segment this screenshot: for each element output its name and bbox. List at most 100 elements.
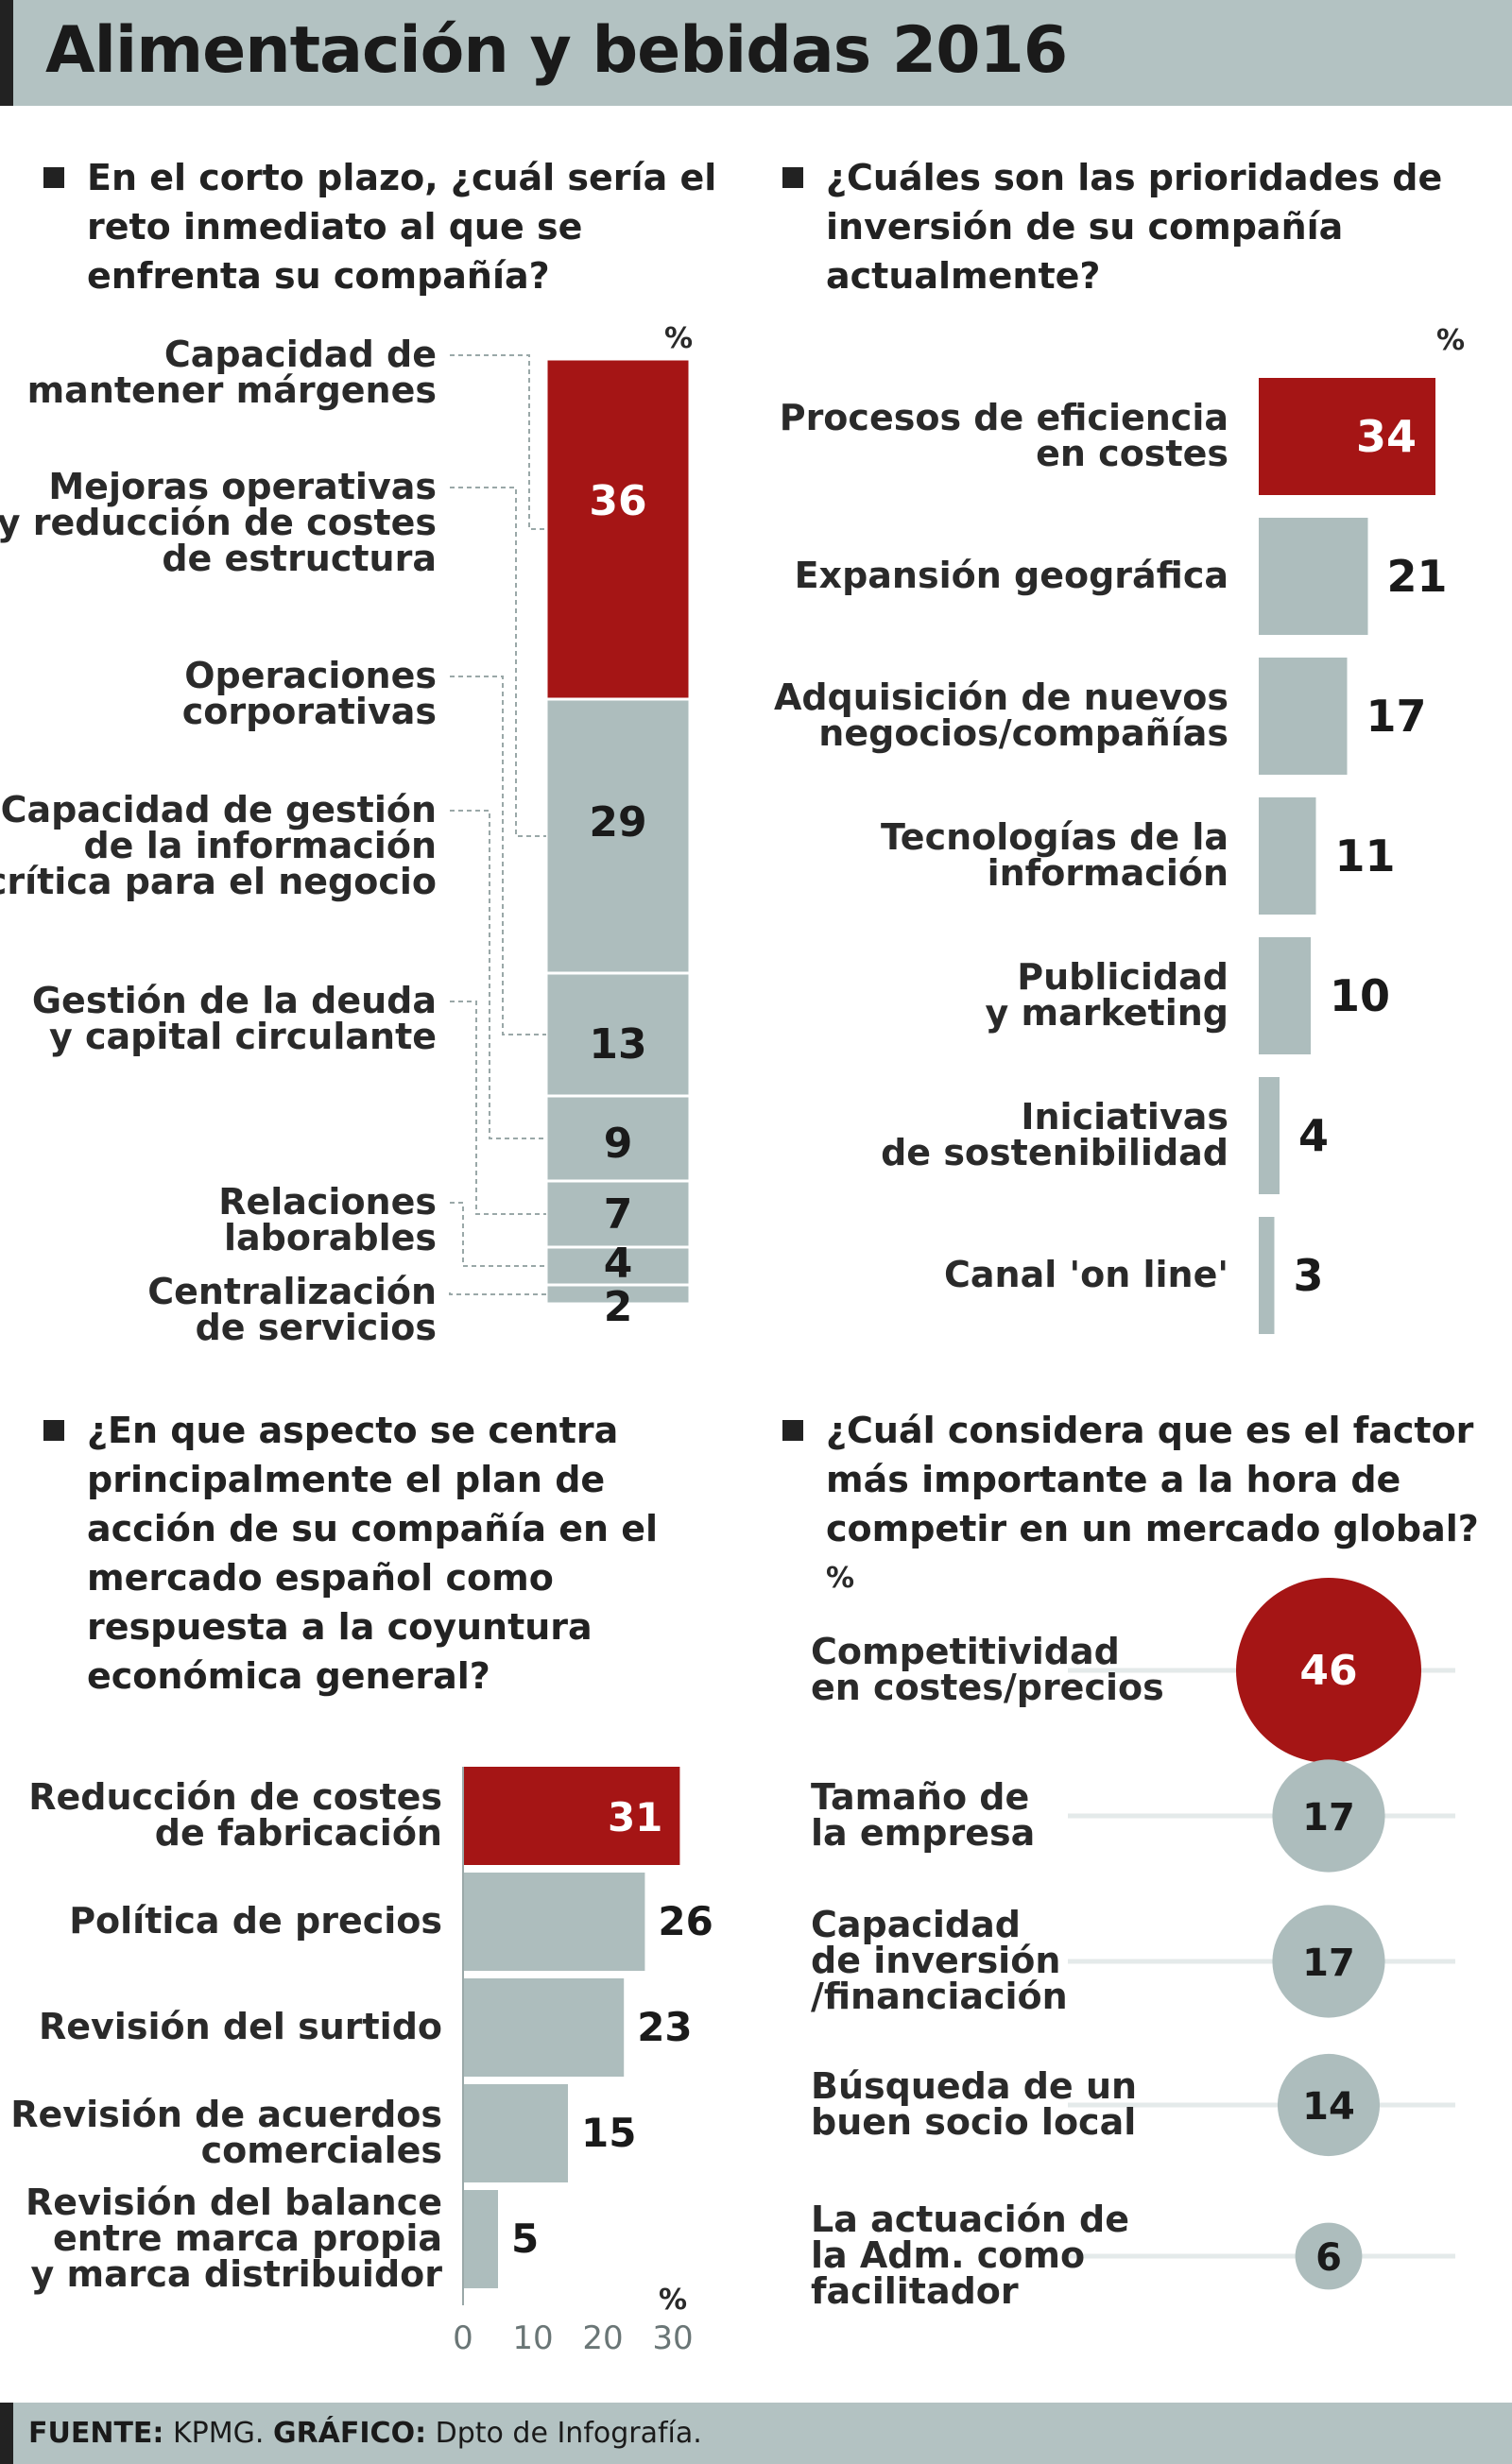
question-2: ¿Cuáles son las prioridades de inversión… (782, 153, 1487, 300)
question-3-text: ¿En que aspecto se centra principalmente… (87, 1410, 659, 1697)
value-label: 4 (604, 1240, 633, 1288)
bullet-square-icon (43, 167, 64, 188)
leader-line (450, 676, 546, 1035)
footer-source: FUENTE: KPMG. GRÁFICO: Dpto de Infografí… (0, 2403, 1512, 2464)
category-label: Política de precios (69, 1900, 442, 1942)
value-label: 9 (604, 1120, 633, 1168)
category-label: Operaciones corporativas (182, 655, 437, 732)
value-label: 11 (1335, 830, 1396, 881)
bar (1259, 518, 1368, 635)
value-label: 21 (1387, 551, 1448, 602)
bar (1259, 1077, 1280, 1194)
category-label: Canal 'on line' (944, 1254, 1228, 1295)
bar (463, 1873, 645, 1971)
value-label: 4 (1298, 1110, 1329, 1161)
chart-plan-accion: Reducción de costes de fabricación 31 Polít… (10, 1767, 713, 2357)
value-label: 5 (511, 2216, 539, 2262)
grafico-label: GRÁFICO: (272, 2417, 427, 2450)
bubble (1295, 2222, 1363, 2290)
bar (463, 2190, 498, 2288)
leader-line (450, 1001, 546, 1215)
bar (463, 1767, 680, 1865)
chart-prioridades-inversion: %Procesos de eficiencia en costes 34Expans… (774, 324, 1465, 1334)
unit-label: % (659, 2284, 687, 2317)
category-label: Publicidad y marketing (986, 956, 1228, 1034)
leader-line (449, 1292, 546, 1295)
category-label: Expansión geográfica (795, 555, 1228, 596)
category-label: Revisión del balance entre marca propia y … (26, 2182, 442, 2295)
category-label: Gestión de la deuda y capital circulante (32, 980, 437, 1057)
category-label: Revisión de acuerdos comerciales (10, 2094, 442, 2171)
bullet-square-icon (782, 167, 803, 188)
value-label: 6 (1315, 2236, 1342, 2280)
fuente-value: KPMG. (172, 2417, 265, 2450)
question-2-text: ¿Cuáles son las prioridades de inversión… (826, 157, 1443, 297)
leader-line (450, 1202, 546, 1267)
value-label: 46 (1299, 1647, 1357, 1695)
category-label: Procesos de eficiencia en costes (780, 397, 1228, 474)
value-label: 14 (1302, 2085, 1355, 2129)
category-label: Iniciativas de sostenibilidad (881, 1096, 1228, 1173)
bar (1259, 1217, 1275, 1334)
bubble (1272, 1905, 1385, 2018)
question-4-text: ¿Cuál considera que es el factor más imp… (826, 1410, 1479, 1549)
unit-label: % (664, 322, 693, 355)
value-label: 17 (1302, 1942, 1355, 1985)
bar (1259, 658, 1348, 775)
value-label: 29 (589, 798, 646, 847)
unit-label: % (826, 1562, 854, 1595)
category-label: La actuación de la Adm. como facilitador (811, 2199, 1129, 2312)
bar (1259, 797, 1316, 915)
x-tick-label: 20 (582, 2319, 623, 2357)
chart-factor-competir: % 46 Competitividad en costes/precios 17 Tama… (811, 1562, 1455, 2312)
bar (1259, 937, 1311, 1054)
value-label: 2 (604, 1283, 633, 1331)
value-label: 10 (1330, 970, 1390, 1021)
category-label: Búsqueda de un buen socio local (811, 2065, 1137, 2143)
question-3: ¿En que aspecto se centra principalmente… (43, 1406, 730, 1701)
question-1: En el corto plazo, ¿cuál sería el reto i… (43, 153, 730, 300)
unit-label: % (1436, 324, 1465, 357)
category-label: Adquisición de nuevos negocios/compañías (774, 676, 1228, 754)
x-tick-label: 0 (453, 2319, 473, 2357)
value-label: 23 (637, 2004, 692, 2050)
category-label: Tamaño de la empresa (811, 1776, 1035, 1854)
bar (463, 1978, 625, 2077)
bar-segment (544, 697, 692, 975)
value-label: 31 (608, 1794, 662, 1840)
category-label: Capacidad de gestión de la información crí… (0, 789, 437, 902)
value-label: 17 (1302, 1796, 1355, 1839)
bar (1259, 378, 1435, 495)
x-tick-label: 30 (652, 2319, 693, 2357)
bar-segment (544, 1179, 692, 1249)
page-title: Alimentación y bebidas 2016 (45, 13, 1068, 88)
value-label: 3 (1294, 1250, 1324, 1301)
bubble (1236, 1578, 1421, 1763)
grafico-value: Dpto de Infografía. (435, 2417, 702, 2450)
value-label: 15 (581, 2110, 636, 2156)
value-label: 34 (1356, 411, 1417, 462)
bullet-square-icon (43, 1420, 64, 1441)
value-label: 7 (604, 1190, 633, 1239)
value-label: 17 (1366, 691, 1427, 742)
header-bar: Alimentación y bebidas 2016 (0, 0, 1512, 106)
bar-segment (544, 357, 692, 701)
category-label: Tecnologías de la información (881, 816, 1228, 894)
leader-line (450, 810, 546, 1139)
chart-reto-inmediato: % 36 29 13 9 742 Capacidad de mantener márgenes… (0, 322, 693, 1348)
value-label: 26 (658, 1898, 713, 1944)
question-4: ¿Cuál considera que es el factor más imp… (782, 1406, 1506, 1553)
value-label: 36 (589, 477, 646, 525)
leader-line (450, 487, 546, 837)
leader-line (450, 354, 546, 530)
bubble (1277, 2053, 1381, 2157)
category-label: Capacidad de inversión/financiación (811, 1904, 1068, 2017)
category-label: Relaciones laborables (218, 1181, 437, 1258)
fuente-label: FUENTE: (28, 2417, 164, 2450)
x-tick-label: 10 (512, 2319, 553, 2357)
category-label: Revisión del surtido (39, 2006, 442, 2047)
category-label: Capacidad de mantener márgenes (27, 334, 437, 411)
bubble (1272, 1759, 1385, 1873)
bar (463, 2084, 568, 2182)
category-label: Reducción de costes de fabricación (28, 1776, 442, 1854)
